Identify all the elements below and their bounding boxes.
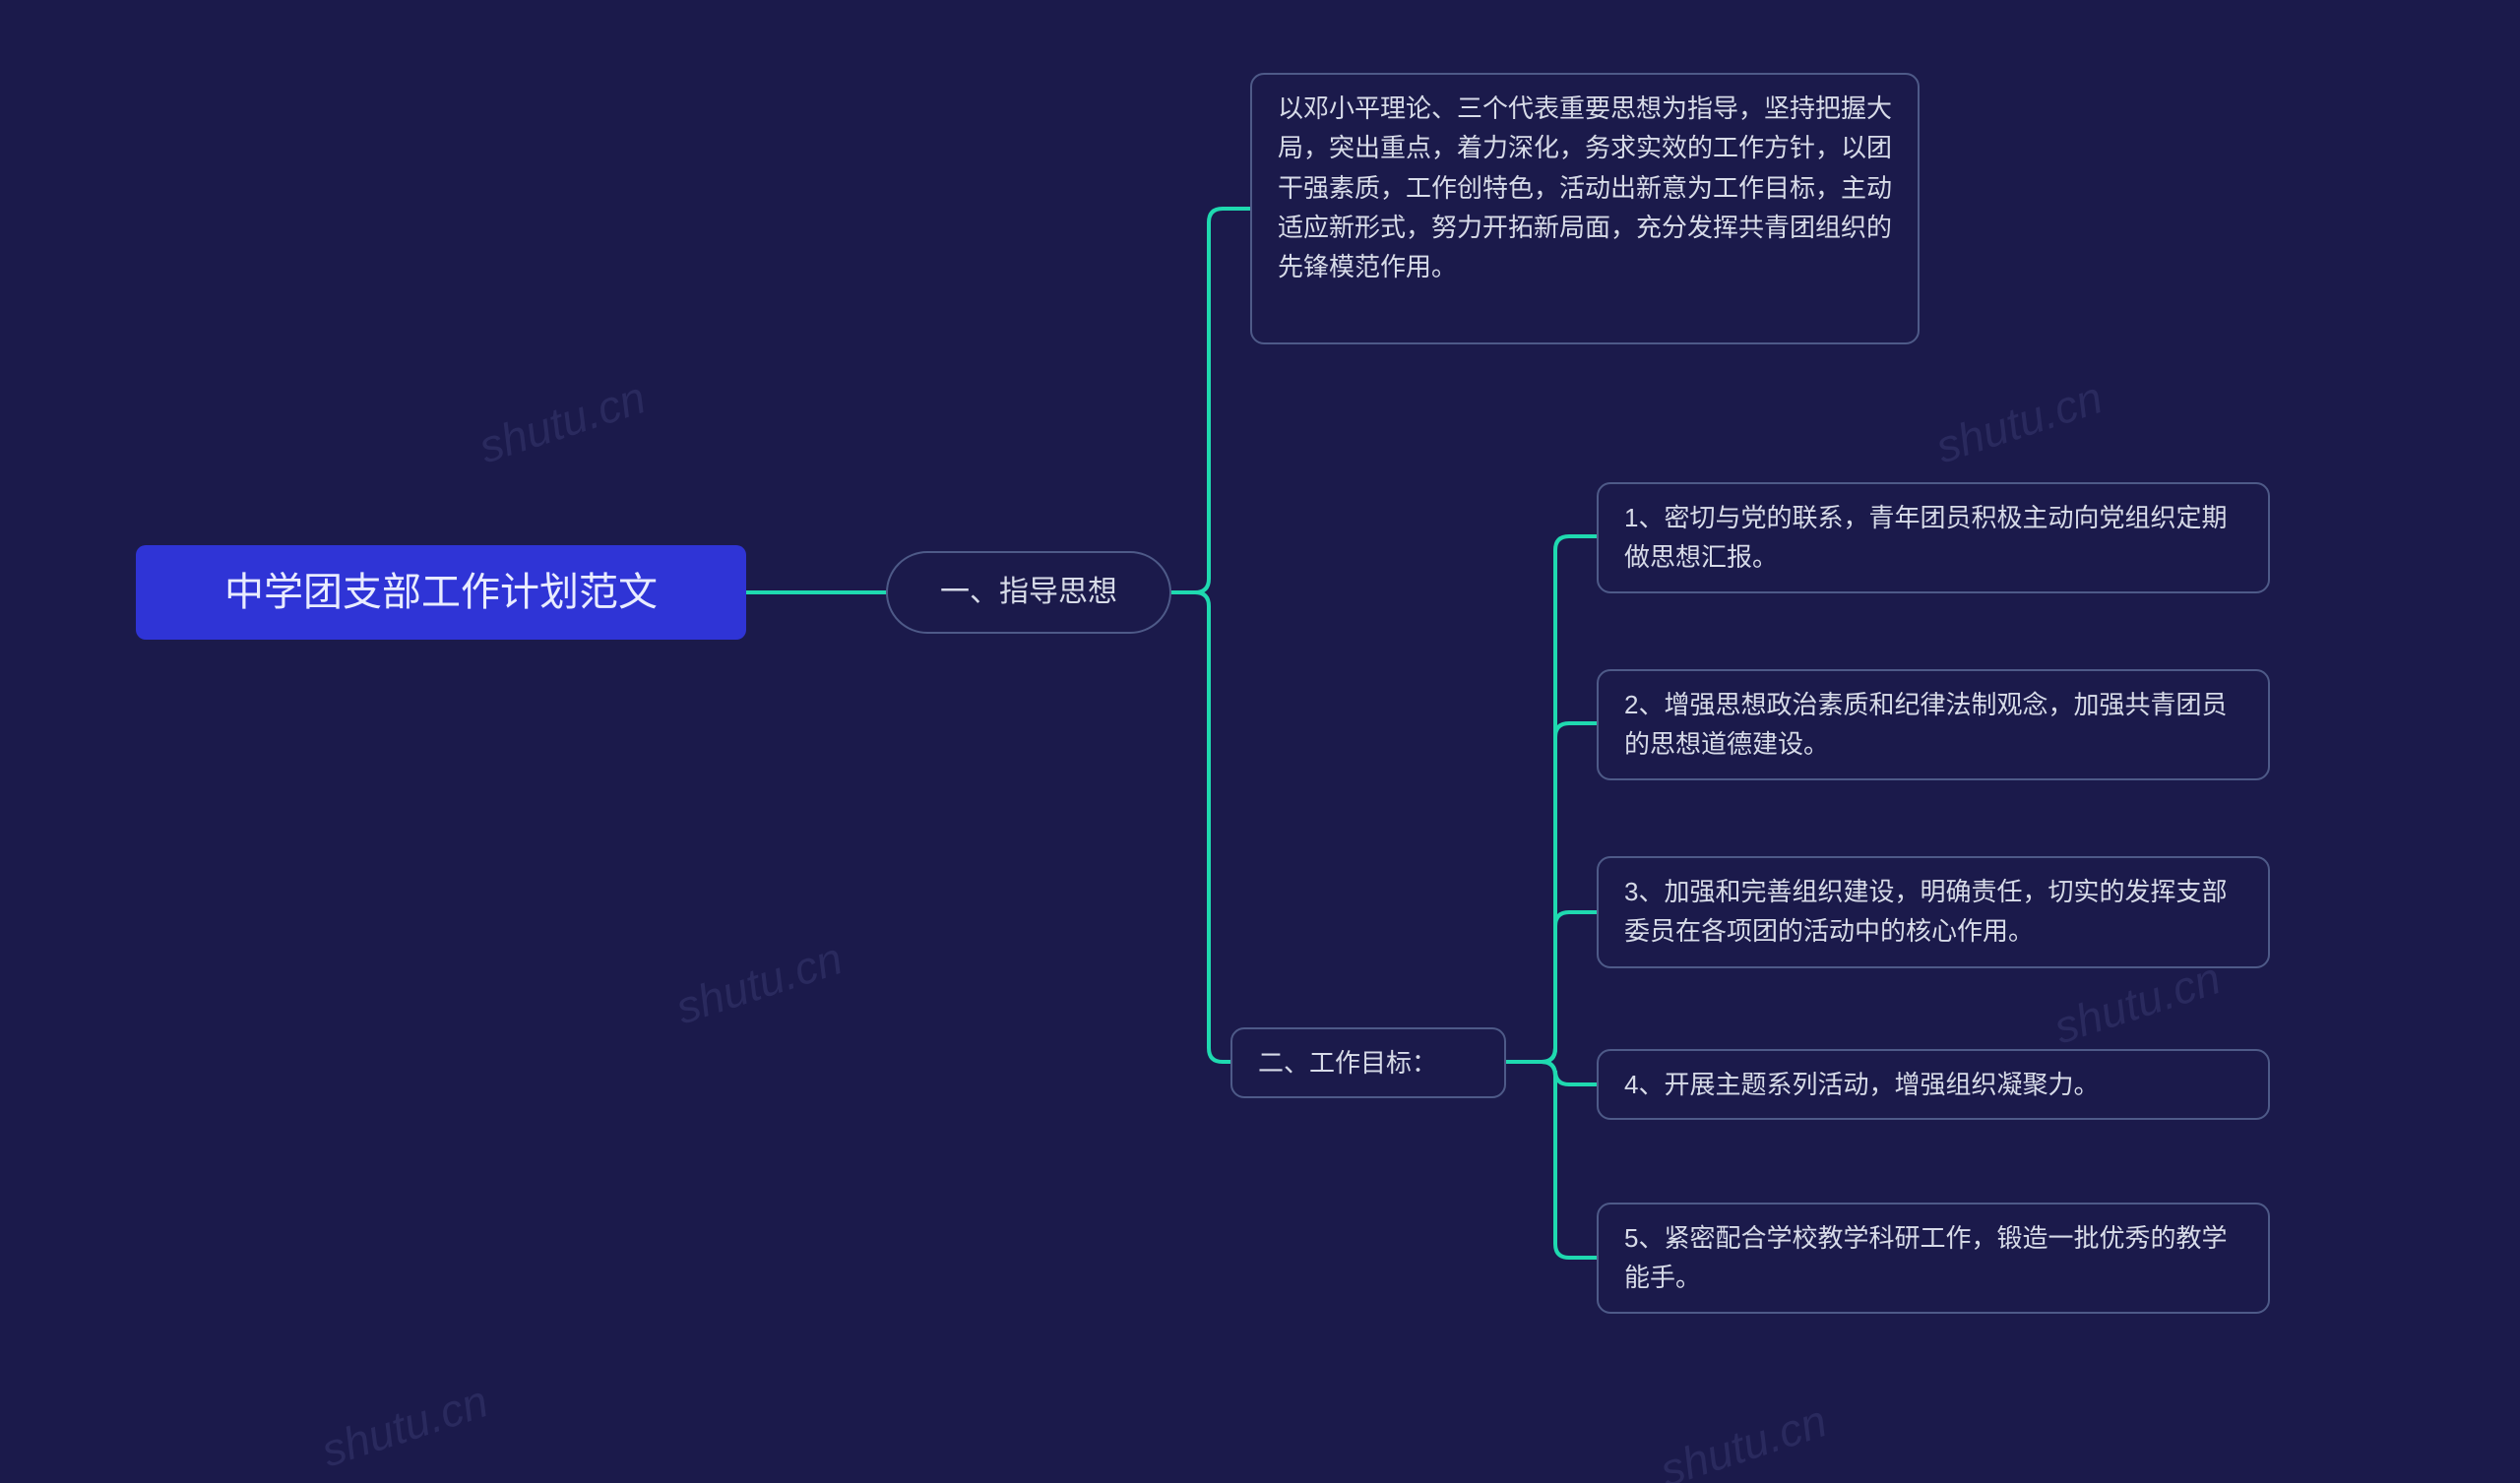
mindmap-canvas: shutu.cn shutu.cn shutu.cn shutu.cn shutu.cn… <box>0 0 2520 1483</box>
connector <box>1506 1062 1597 1084</box>
watermark: shutu.cn <box>669 931 849 1034</box>
watermark: shutu.cn <box>315 1374 494 1477</box>
node-n1[interactable]: 一、指导思想 <box>886 551 1171 634</box>
connector <box>1506 912 1597 1062</box>
watermark: shutu.cn <box>1929 370 2109 473</box>
connector <box>1506 723 1597 1062</box>
connector <box>1506 536 1597 1062</box>
connector <box>1171 592 1230 1062</box>
watermark: shutu.cn <box>1654 1393 1833 1483</box>
node-leaf2[interactable]: 1、密切与党的联系，青年团员积极主动向党组织定期做思想汇报。 <box>1597 482 2270 593</box>
node-leaf5[interactable]: 4、开展主题系列活动，增强组织凝聚力。 <box>1597 1049 2270 1120</box>
node-leaf6[interactable]: 5、紧密配合学校教学科研工作，锻造一批优秀的教学能手。 <box>1597 1203 2270 1314</box>
node-leaf3[interactable]: 2、增强思想政治素质和纪律法制观念，加强共青团员的思想道德建设。 <box>1597 669 2270 780</box>
node-leaf1[interactable]: 以邓小平理论、三个代表重要思想为指导，坚持把握大局，突出重点，着力深化，务求实效… <box>1250 73 1920 344</box>
connector <box>1171 209 1250 592</box>
watermark: shutu.cn <box>472 370 652 473</box>
node-n2[interactable]: 二、工作目标： <box>1230 1027 1506 1098</box>
node-leaf4[interactable]: 3、加强和完善组织建设，明确责任，切实的发挥支部委员在各项团的活动中的核心作用。 <box>1597 856 2270 968</box>
connector <box>1506 1062 1597 1258</box>
node-root[interactable]: 中学团支部工作计划范文 <box>136 545 746 640</box>
